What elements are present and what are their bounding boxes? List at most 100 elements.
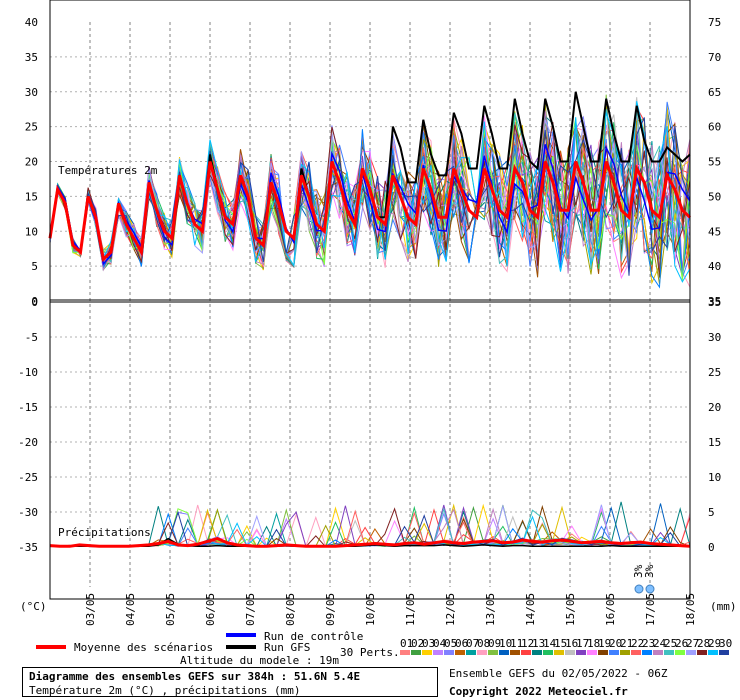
temp-right-tick: 35 xyxy=(708,295,721,308)
temp-right-tick: 60 xyxy=(708,121,721,134)
member-number: 16 xyxy=(565,637,578,650)
member-color-swatch xyxy=(422,650,432,655)
date-label: 05/05 xyxy=(164,593,177,626)
member-color-swatch xyxy=(510,650,520,655)
date-label: 17/05 xyxy=(644,593,657,626)
member-color-swatch xyxy=(565,650,575,655)
legend: Moyenne des scénarios Run de contrôleRun … xyxy=(36,630,732,667)
temp-left-tick: 20 xyxy=(25,156,38,169)
member-number: 28 xyxy=(697,637,710,650)
precip-right-tick: 30 xyxy=(708,331,721,344)
member-number: 07 xyxy=(466,637,479,650)
member-number: 03 xyxy=(422,637,435,650)
member-color-swatch xyxy=(400,650,410,655)
precip-left-tick: -5 xyxy=(25,331,38,344)
snow-icon xyxy=(634,584,644,594)
precip-right-tick: 0 xyxy=(708,541,715,554)
member-color-swatch xyxy=(719,650,729,655)
member-number: 04 xyxy=(433,637,447,650)
member-color-swatch xyxy=(642,650,652,655)
precip-left-tick: -10 xyxy=(18,366,38,379)
footer-title: Diagramme des ensembles GEFS sur 384h : … xyxy=(29,670,361,683)
control-legend-label: Run de contrôle xyxy=(264,630,363,643)
temp-right-tick: 55 xyxy=(708,156,721,169)
temp-left-tick: 30 xyxy=(25,86,38,99)
member-color-swatch xyxy=(708,650,718,655)
member-number: 08 xyxy=(477,637,490,650)
member-color-swatch xyxy=(620,650,630,655)
temp-panel-label: Températures 2m xyxy=(58,164,158,177)
date-label: 04/05 xyxy=(124,593,137,626)
member-temp-line xyxy=(49,117,691,276)
member-number: 11 xyxy=(510,637,523,650)
temp-right-tick: 65 xyxy=(708,86,721,99)
member-color-swatch xyxy=(609,650,619,655)
altitude-label: Altitude du modele : 19m xyxy=(180,654,339,667)
member-temp-line xyxy=(49,120,691,289)
member-number: 23 xyxy=(642,637,655,650)
member-color-swatch xyxy=(675,650,685,655)
run-info: Ensemble GEFS du 02/05/2022 - 06Z xyxy=(449,667,668,680)
precip-right-tick: 35 xyxy=(708,296,721,309)
precip-left-tick: -25 xyxy=(18,471,38,484)
temp-left-tick: 10 xyxy=(25,225,38,238)
date-label: 16/05 xyxy=(604,593,617,626)
date-label: 18/05 xyxy=(684,593,697,626)
member-color-swatch xyxy=(576,650,586,655)
member-color-swatch xyxy=(532,650,542,655)
member-color-swatch xyxy=(455,650,465,655)
temp-left-tick: 35 xyxy=(25,51,38,64)
date-label: 14/05 xyxy=(524,593,537,626)
gfs-legend-label: Run GFS xyxy=(264,641,310,654)
precip-left-tick: -35 xyxy=(18,541,38,554)
member-number: 06 xyxy=(455,637,468,650)
member-number: 22 xyxy=(631,637,644,650)
date-label: 03/05 xyxy=(84,593,97,626)
member-number: 12 xyxy=(521,637,534,650)
member-color-swatch xyxy=(543,650,553,655)
member-number: 27 xyxy=(686,637,699,650)
chart-axes: 0510152025303540354045505560657075-35-30… xyxy=(18,0,737,626)
member-color-swatch xyxy=(433,650,443,655)
snow-percent: 3% xyxy=(632,564,645,578)
perts-label: 30 Perts. xyxy=(340,646,400,659)
member-color-swatch xyxy=(411,650,421,655)
precip-right-tick: 15 xyxy=(708,436,721,449)
member-number: 14 xyxy=(543,637,557,650)
member-number: 30 xyxy=(719,637,732,650)
member-number: 17 xyxy=(576,637,589,650)
date-label: 06/05 xyxy=(204,593,217,626)
precip-left-tick: 0 xyxy=(31,296,38,309)
date-label: 08/05 xyxy=(284,593,297,626)
precip-panel-label: Précipitations xyxy=(58,526,151,539)
member-number: 24 xyxy=(653,637,667,650)
member-temp-line xyxy=(49,101,691,283)
date-label: 13/05 xyxy=(484,593,497,626)
date-label: 09/05 xyxy=(324,593,337,626)
member-color-swatch xyxy=(664,650,674,655)
precip-right-tick: 5 xyxy=(708,506,715,519)
member-temp-line xyxy=(49,110,691,274)
date-label: 11/05 xyxy=(404,593,417,626)
temp-left-tick: 5 xyxy=(31,260,38,273)
footer-box: Diagramme des ensembles GEFS sur 384h : … xyxy=(22,667,438,697)
member-number: 26 xyxy=(675,637,688,650)
member-number: 25 xyxy=(664,637,677,650)
snow-icon xyxy=(645,584,655,594)
precip-left-tick: -20 xyxy=(18,436,38,449)
member-color-swatch xyxy=(587,650,597,655)
temp-right-tick: 40 xyxy=(708,260,721,273)
temp-left-tick: 15 xyxy=(25,190,38,203)
member-temp-line xyxy=(49,109,691,270)
member-number: 01 xyxy=(400,637,413,650)
member-color-swatch xyxy=(554,650,564,655)
member-number: 18 xyxy=(587,637,600,650)
precip-left-tick: -30 xyxy=(18,506,38,519)
member-color-swatch xyxy=(521,650,531,655)
chart-grid xyxy=(50,22,691,587)
copyright: Copyright 2022 Meteociel.fr xyxy=(449,685,628,698)
mean-temp-line xyxy=(48,160,692,263)
member-color-swatch xyxy=(697,650,707,655)
member-color-swatch xyxy=(686,650,696,655)
